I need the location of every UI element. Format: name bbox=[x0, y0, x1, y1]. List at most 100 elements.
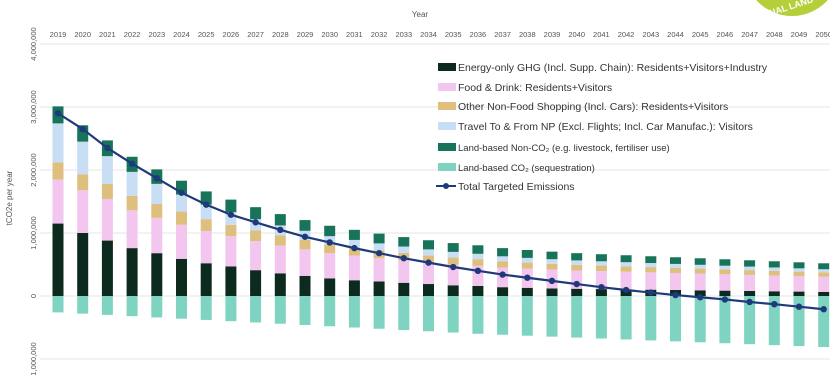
bar-segment-5 bbox=[818, 296, 830, 348]
bar-segment-0 bbox=[571, 288, 583, 296]
bar-segment-2 bbox=[670, 267, 681, 274]
bar-segment-3 bbox=[645, 263, 657, 268]
x-tick-label: 2019 bbox=[50, 30, 67, 39]
legend-label-total: Total Targeted Emissions bbox=[458, 181, 575, 193]
total-emissions-point bbox=[548, 277, 556, 285]
x-tick-label: 2038 bbox=[519, 30, 536, 39]
x-tick-label: 2043 bbox=[642, 30, 659, 39]
bar-segment-4 bbox=[744, 260, 756, 267]
bar-segment-4 bbox=[645, 256, 657, 264]
total-emissions-point bbox=[450, 263, 457, 271]
bar-segment-0 bbox=[546, 288, 558, 296]
bar-segment-0 bbox=[472, 285, 484, 296]
bar-segment-0 bbox=[52, 223, 64, 296]
bar-segment-4 bbox=[768, 261, 780, 268]
bar-segment-2 bbox=[521, 262, 533, 269]
bar-segment-4 bbox=[225, 199, 237, 213]
bar-segment-1 bbox=[595, 271, 607, 290]
bar-segment-1 bbox=[126, 210, 138, 249]
legend-label-land-non-co2: Land-based Non-CO₂ (e.g. livestock, fert… bbox=[458, 143, 670, 154]
logo-badge: NAL LAND bbox=[756, 0, 828, 18]
bar-segment-5 bbox=[77, 296, 89, 314]
bar-segment-5 bbox=[719, 296, 731, 344]
x-tick-label: 2028 bbox=[272, 30, 289, 39]
total-emissions-point bbox=[326, 239, 333, 246]
bar-segment-2 bbox=[77, 174, 89, 191]
bar-segment-2 bbox=[200, 219, 212, 232]
x-tick-label: 2042 bbox=[618, 30, 635, 39]
bar-segment-4 bbox=[595, 254, 607, 262]
bar-segment-4 bbox=[472, 245, 484, 254]
bar-segment-2 bbox=[744, 270, 756, 275]
bar-segment-4 bbox=[694, 258, 706, 265]
total-emissions-point bbox=[795, 303, 803, 310]
total-emissions-point bbox=[499, 271, 506, 278]
bar-segment-2 bbox=[546, 263, 558, 270]
bar-segment-2 bbox=[151, 204, 163, 218]
bar-segment-1 bbox=[645, 272, 657, 290]
bar-segment-1 bbox=[793, 276, 805, 292]
x-tick-label: 2037 bbox=[494, 30, 511, 39]
bar-segment-0 bbox=[521, 287, 533, 296]
bar-segment-5 bbox=[447, 296, 459, 333]
total-emissions-polyline bbox=[57, 112, 824, 311]
y-tick-label: 3,000,000 bbox=[29, 90, 38, 123]
bar-segment-5 bbox=[620, 296, 632, 340]
total-emissions-point bbox=[746, 298, 753, 306]
bar-segment-1 bbox=[768, 275, 780, 292]
bar-segment-3 bbox=[694, 264, 706, 269]
bar-segment-0 bbox=[299, 275, 311, 296]
bar-segment-2 bbox=[620, 266, 632, 272]
y-tick-label: 1,000,000 bbox=[29, 216, 38, 249]
total-emissions-point bbox=[697, 294, 704, 301]
bar-segment-2 bbox=[694, 268, 706, 274]
bar-segment-0 bbox=[398, 282, 410, 296]
bar-segment-3 bbox=[595, 261, 607, 266]
bar-segment-1 bbox=[77, 190, 89, 233]
bar-segment-3 bbox=[447, 251, 459, 258]
bar-segment-3 bbox=[101, 156, 113, 184]
bar-segment-4 bbox=[818, 263, 830, 270]
x-axis-ticks: 2019 2020 2021 2022 2023 2024 2025 2026 2027 2028… bbox=[50, 30, 830, 39]
bar-segment-0 bbox=[447, 285, 459, 296]
x-tick-label: 2048 bbox=[766, 30, 783, 39]
x-tick-label: 2030 bbox=[321, 30, 338, 39]
legend-swatch-travel bbox=[438, 122, 456, 130]
bar-segment-2 bbox=[719, 269, 731, 275]
bar-segment-4 bbox=[348, 229, 360, 240]
bar-segment-5 bbox=[670, 296, 681, 342]
bar-segment-0 bbox=[694, 290, 706, 296]
legend: Energy-only GHG (Incl. Supp. Chain): Res… bbox=[436, 62, 768, 193]
y-tick-label: 1,000,000 bbox=[29, 342, 38, 375]
bar-segment-1 bbox=[52, 179, 64, 224]
total-emissions-point bbox=[524, 274, 531, 281]
y-tick-label: 0 bbox=[29, 294, 38, 298]
bar-segment-1 bbox=[250, 241, 262, 271]
bar-segment-1 bbox=[324, 253, 336, 279]
bar-segment-2 bbox=[645, 267, 657, 273]
bar-segment-1 bbox=[620, 271, 632, 290]
bar-segment-2 bbox=[225, 224, 237, 237]
x-tick-label: 2044 bbox=[667, 30, 684, 39]
total-emissions-point bbox=[351, 244, 358, 252]
legend-swatch-land-non-co2 bbox=[438, 143, 456, 151]
legend-swatch-food bbox=[438, 83, 456, 91]
bar-segment-3 bbox=[52, 123, 64, 163]
legend-label-land-co2: Land-based CO₂ (sequestration) bbox=[458, 163, 595, 174]
x-tick-label: 2047 bbox=[741, 30, 758, 39]
legend-swatch-energy bbox=[438, 63, 456, 71]
bar-segment-0 bbox=[497, 287, 509, 296]
bar-segment-4 bbox=[373, 233, 385, 244]
bar-segment-0 bbox=[77, 233, 89, 296]
total-emissions-point bbox=[375, 249, 383, 257]
bar-segment-1 bbox=[176, 224, 187, 259]
legend-label-travel: Travel To & From NP (Excl. Flights; Incl… bbox=[458, 121, 753, 133]
bar-segment-5 bbox=[126, 296, 138, 317]
bar-segment-1 bbox=[373, 258, 385, 282]
bar-segment-1 bbox=[225, 236, 237, 267]
bar-segment-2 bbox=[348, 247, 360, 256]
bar-segment-3 bbox=[151, 183, 163, 205]
bar-segment-5 bbox=[299, 296, 311, 325]
bar-segment-5 bbox=[521, 296, 533, 336]
total-emissions-line bbox=[54, 110, 827, 313]
